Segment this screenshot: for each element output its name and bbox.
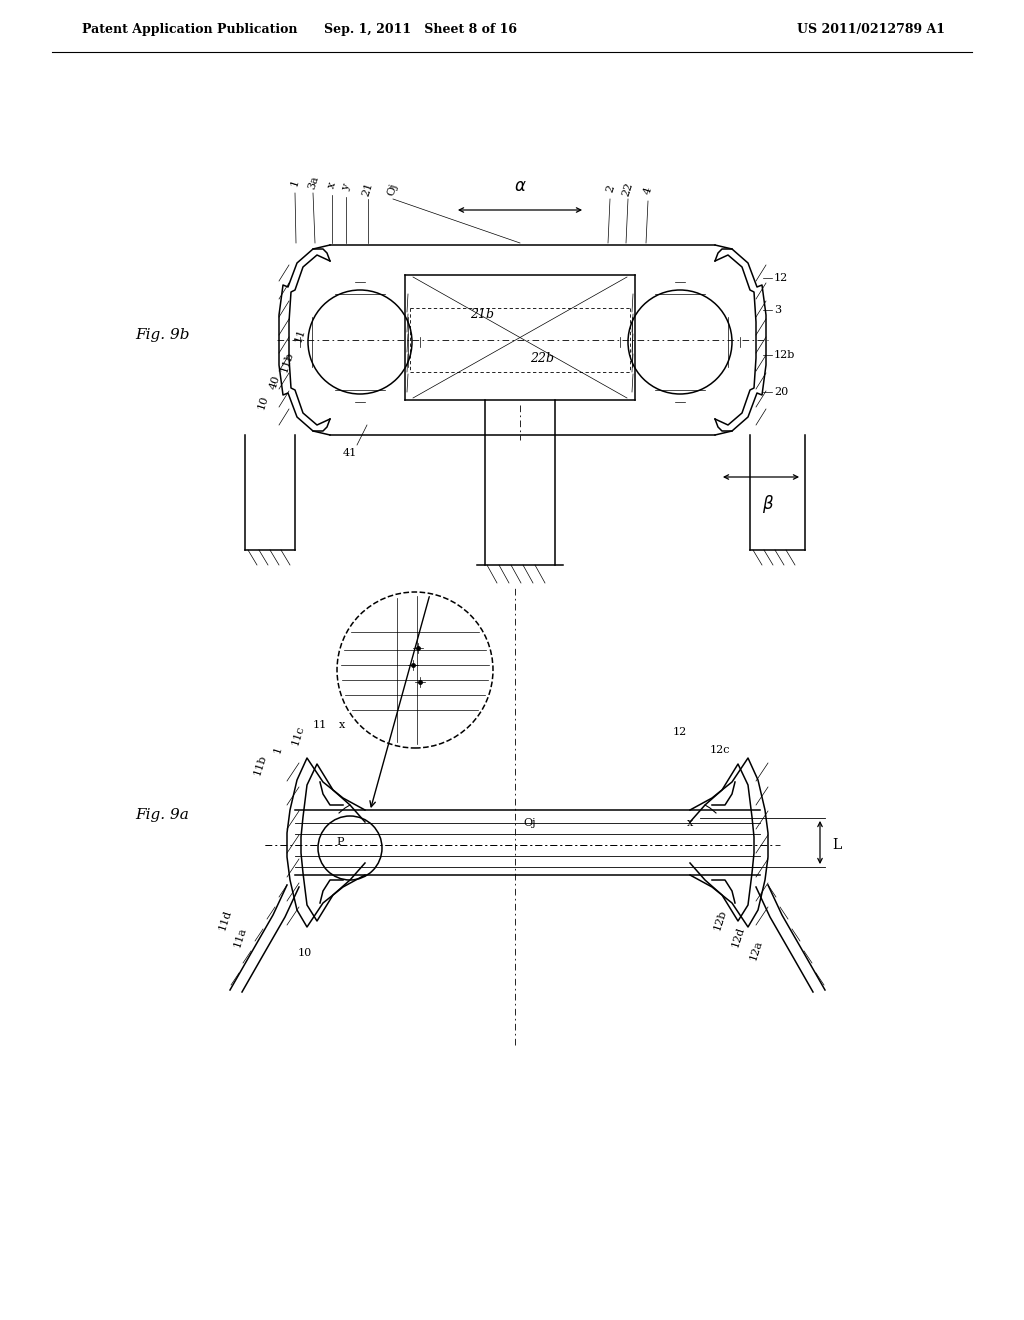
- Text: y: y: [340, 182, 351, 191]
- Text: 40: 40: [268, 374, 282, 391]
- Text: 21b: 21b: [470, 309, 494, 322]
- Text: 11: 11: [293, 326, 307, 343]
- Text: 11b: 11b: [279, 350, 295, 374]
- Text: 12a: 12a: [748, 939, 764, 961]
- Text: Patent Application Publication: Patent Application Publication: [82, 24, 298, 37]
- Text: x: x: [687, 818, 693, 828]
- Text: 11: 11: [313, 719, 327, 730]
- Text: 1: 1: [289, 178, 301, 187]
- Text: 12c: 12c: [710, 744, 730, 755]
- Text: Oj: Oj: [523, 818, 537, 828]
- Text: 20: 20: [774, 387, 788, 397]
- Text: P: P: [336, 837, 344, 847]
- Text: 10: 10: [256, 393, 270, 411]
- Text: 41: 41: [343, 447, 357, 458]
- Text: 2: 2: [604, 183, 615, 194]
- Text: 11a: 11a: [232, 925, 248, 949]
- Text: 3a: 3a: [306, 176, 319, 191]
- Text: 10: 10: [298, 948, 312, 958]
- Text: 12: 12: [774, 273, 788, 282]
- Text: x: x: [339, 719, 345, 730]
- Text: 22: 22: [621, 181, 635, 197]
- Text: 4: 4: [642, 186, 654, 195]
- Text: Sep. 1, 2011   Sheet 8 of 16: Sep. 1, 2011 Sheet 8 of 16: [324, 24, 516, 37]
- Text: 3: 3: [774, 305, 781, 315]
- Text: 12d: 12d: [730, 925, 746, 949]
- Text: 22b: 22b: [530, 351, 554, 364]
- Text: L: L: [831, 838, 842, 851]
- Text: 12b: 12b: [712, 908, 728, 932]
- Text: 12b: 12b: [774, 350, 796, 360]
- Text: $\alpha$: $\alpha$: [514, 178, 526, 195]
- Text: Fig. 9b: Fig. 9b: [135, 327, 189, 342]
- Text: $\beta$: $\beta$: [762, 492, 774, 515]
- Text: Fig. 9a: Fig. 9a: [135, 808, 188, 822]
- Text: US 2011/0212789 A1: US 2011/0212789 A1: [797, 24, 945, 37]
- Text: 12: 12: [673, 727, 687, 737]
- Text: 11b: 11b: [252, 754, 268, 776]
- Text: Oj: Oj: [386, 181, 399, 197]
- Text: 11c: 11c: [290, 723, 306, 746]
- Text: 11d: 11d: [217, 908, 233, 932]
- Text: x: x: [327, 181, 338, 190]
- Text: 1: 1: [272, 744, 284, 755]
- Text: 21: 21: [361, 181, 375, 197]
